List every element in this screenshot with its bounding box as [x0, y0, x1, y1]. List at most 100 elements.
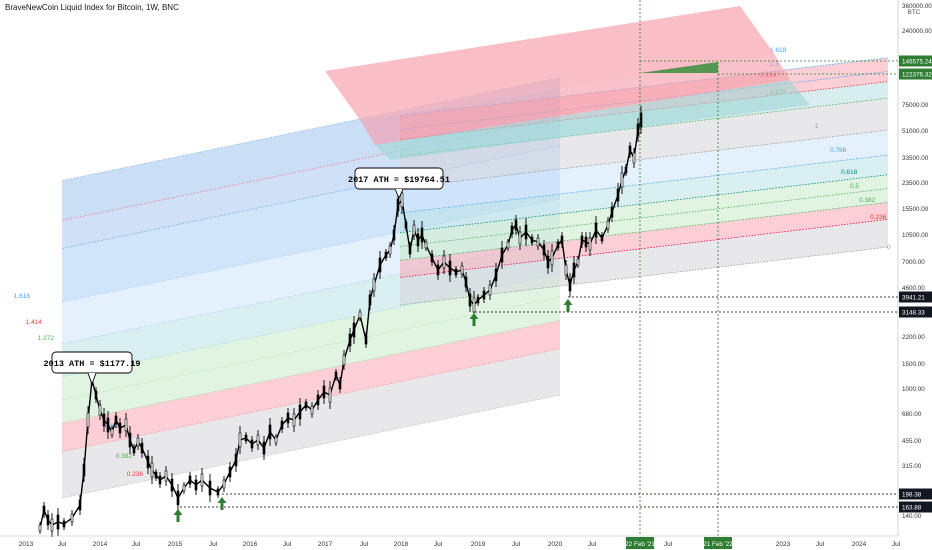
fib-label: 1.618	[770, 47, 787, 54]
fib-channel-3	[325, 6, 810, 160]
date-tag-label: 21 Feb '22	[703, 541, 733, 548]
candle-body	[368, 294, 372, 306]
candle-body	[304, 401, 308, 409]
candle-body	[222, 479, 226, 489]
fib-label: 0.382	[859, 197, 876, 204]
candle-body	[238, 432, 242, 448]
fib-band	[400, 174, 888, 247]
price-tag	[899, 291, 932, 303]
candle-body	[136, 437, 140, 447]
candle-body	[342, 354, 346, 366]
x-tick-label: 2013	[19, 541, 34, 548]
candle-body	[442, 255, 446, 269]
y-tick-label: 51000.00	[902, 128, 929, 135]
price-tag	[899, 501, 932, 513]
vertical-guides	[639, 0, 719, 536]
candle-body	[460, 265, 464, 275]
fib-level-line	[399, 129, 889, 189]
candle-body	[348, 333, 352, 347]
candle-body	[208, 480, 212, 496]
price-tag-label: 3941.21	[902, 295, 925, 302]
candle-body	[328, 387, 332, 403]
candle-body	[472, 297, 476, 313]
candle-body	[102, 413, 106, 427]
arrows	[173, 299, 573, 522]
y-tick-label: 140.00	[902, 513, 922, 520]
candle-body	[216, 488, 220, 496]
candle-body	[268, 424, 272, 440]
fib-band	[62, 273, 560, 400]
candle-body	[400, 192, 404, 208]
candle-body	[416, 233, 420, 247]
candle-body	[158, 475, 162, 485]
fib-label: 0.236	[870, 214, 887, 221]
candle-body	[50, 518, 54, 532]
price-tag-label: 122376.32	[902, 72, 932, 79]
fib-level-line	[399, 246, 889, 306]
fib-label: 1	[815, 123, 819, 130]
candle-body	[244, 434, 248, 442]
candle-body	[576, 258, 580, 266]
candle-body	[488, 284, 492, 296]
candle-body	[560, 235, 564, 245]
candle-body	[628, 145, 632, 155]
x-tick-label: 2015	[168, 541, 183, 548]
fib-label: 0.5	[850, 183, 859, 190]
x-tick-label: Jul	[58, 541, 67, 548]
fib-band	[400, 98, 888, 188]
candle-body	[572, 262, 576, 278]
ath-callout-pointer	[394, 188, 404, 200]
candle-body	[98, 404, 102, 416]
candle-body	[408, 245, 412, 255]
candle-body	[378, 257, 382, 273]
candle-body	[262, 441, 266, 455]
x-tick-label: Jul	[209, 541, 218, 548]
fib-level-line	[61, 394, 561, 499]
ath-callout-text: 2017 ATH = $19764.51	[348, 175, 450, 185]
ath-callout-pointer	[87, 372, 97, 386]
target-triangle	[640, 62, 718, 73]
price-tag-label: 146575.24	[902, 59, 932, 66]
candle-body	[500, 247, 504, 263]
y-axis: BTC360000.00240000.00110000.0075000.0051…	[897, 0, 932, 536]
y-tick-label: 1500.00	[902, 361, 925, 368]
candle-body	[510, 225, 514, 235]
candle-body	[310, 405, 314, 415]
price-tag-label: 198.38	[902, 492, 922, 499]
price-tag	[899, 488, 932, 500]
y-tick-label: 680.00	[902, 411, 922, 418]
fib-band	[400, 188, 888, 261]
candle-body	[636, 123, 640, 137]
candle-body	[70, 513, 74, 523]
candle-body	[106, 417, 110, 433]
price-tag	[899, 55, 932, 67]
candle-body	[476, 296, 480, 304]
fib-level-line	[399, 154, 889, 214]
fib-band-top	[325, 6, 775, 120]
fib-band	[400, 130, 888, 214]
candle-body	[494, 268, 498, 282]
fib-label: 1.272	[38, 335, 55, 342]
y-tick-label: 2200.00	[902, 334, 925, 341]
candle-body	[420, 227, 424, 243]
fib-band	[400, 202, 888, 278]
price-tag	[899, 68, 932, 80]
price-tag-label: 163.88	[902, 505, 922, 512]
candle-body	[550, 250, 554, 266]
candle-body	[94, 390, 98, 400]
candle-body	[546, 255, 550, 269]
fib-level-line	[399, 174, 889, 234]
candle-body	[568, 278, 572, 292]
fib-level-line	[61, 296, 561, 401]
x-tick-label: 2017	[318, 541, 333, 548]
candle-body	[436, 264, 440, 276]
chart-title: BraveNewCoin Liquid Index for Bitcoin, 1…	[5, 3, 179, 12]
candle-body	[292, 413, 296, 427]
candle-body	[556, 241, 560, 249]
candle-body	[588, 237, 592, 251]
candle-body	[200, 473, 204, 487]
candle-body	[118, 422, 122, 434]
candle-body	[280, 420, 284, 430]
x-tick-label: Jul	[512, 541, 521, 548]
fib-band-top	[375, 80, 810, 160]
